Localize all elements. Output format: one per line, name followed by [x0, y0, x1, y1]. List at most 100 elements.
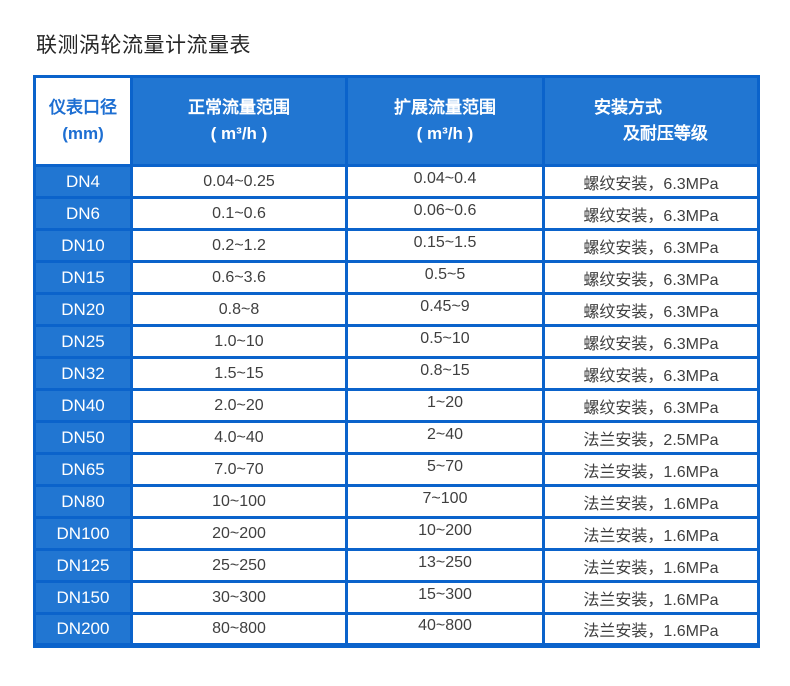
header-installation: 安装方式 及耐压等级: [542, 75, 760, 167]
normal-range-cell-text: 30~300: [212, 588, 266, 606]
installation-cell-text: 法兰安装，1.6MPa: [583, 559, 719, 577]
header-extended-range-line2: ( m³/h ): [416, 124, 474, 143]
extended-range-cell: 0.15~1.5: [345, 228, 545, 263]
normal-range-cell: 20~200: [130, 516, 348, 551]
diameter-cell: DN150: [33, 580, 133, 615]
table-row: DN32 1.5~15 0.8~15 螺纹安装，6.3MPa: [33, 356, 760, 391]
table-row: DN6 0.1~0.6 0.06~0.6 螺纹安装，6.3MPa: [33, 196, 760, 231]
diameter-cell: DN100: [33, 516, 133, 551]
diameter-cell: DN25: [33, 324, 133, 359]
installation-cell-text: 法兰安装，2.5MPa: [583, 431, 719, 449]
installation-cell: 法兰安装，1.6MPa: [542, 484, 760, 519]
installation-cell-text: 法兰安装，1.6MPa: [583, 591, 719, 609]
extended-range-cell-text: 7~100: [422, 489, 468, 507]
diameter-cell-text: DN10: [61, 235, 105, 255]
normal-range-cell-text: 20~200: [212, 524, 266, 542]
header-extended-range: 扩展流量范围 ( m³/h ): [345, 75, 545, 167]
extended-range-cell: 2~40: [345, 420, 545, 455]
installation-cell: 法兰安装，1.6MPa: [542, 580, 760, 615]
normal-range-cell: 1.5~15: [130, 356, 348, 391]
normal-range-cell-text: 7.0~70: [214, 460, 264, 478]
extended-range-cell-text: 1~20: [426, 393, 464, 411]
extended-range-cell-text: 40~800: [418, 617, 472, 634]
normal-range-cell: 10~100: [130, 484, 348, 519]
installation-cell: 螺纹安装，6.3MPa: [542, 292, 760, 327]
header-diameter-line1: 仪表口径: [49, 97, 117, 117]
installation-cell: 法兰安装，1.6MPa: [542, 516, 760, 551]
extended-range-cell: 0.5~10: [345, 324, 545, 359]
extended-range-cell-text: 0.15~1.5: [413, 233, 477, 251]
flow-rate-table: 仪表口径 (mm) 正常流量范围 ( m³/h ) 扩展流量范围 ( m³/h …: [33, 75, 760, 648]
normal-range-cell-text: 10~100: [212, 492, 266, 510]
table-row: DN125 25~250 13~250 法兰安装，1.6MPa: [33, 548, 760, 583]
diameter-cell: DN50: [33, 420, 133, 455]
table-header: 仪表口径 (mm) 正常流量范围 ( m³/h ) 扩展流量范围 ( m³/h …: [33, 75, 760, 167]
diameter-cell: DN32: [33, 356, 133, 391]
extended-range-cell-text: 2~40: [426, 425, 464, 443]
normal-range-cell: 2.0~20: [130, 388, 348, 423]
diameter-cell-text: DN4: [65, 171, 100, 191]
installation-cell-text: 法兰安装，1.6MPa: [583, 623, 719, 640]
header-installation-line2: 及耐压等级: [622, 124, 708, 143]
installation-cell-text: 螺纹安装，6.3MPa: [583, 303, 719, 321]
diameter-cell-text: DN6: [65, 203, 100, 223]
extended-range-cell-text: 0.5~5: [424, 265, 466, 283]
table-body: DN4 0.04~0.25 0.04~0.4 螺纹安装，6.3MPa DN6 0.1~0.…: [33, 164, 760, 647]
page-title: 联测涡轮流量计流量表: [36, 34, 251, 58]
normal-range-cell-text: 0.1~0.6: [212, 204, 266, 222]
diameter-cell: DN80: [33, 484, 133, 519]
header-row: 仪表口径 (mm) 正常流量范围 ( m³/h ) 扩展流量范围 ( m³/h …: [33, 75, 760, 167]
installation-cell-text: 法兰安装，1.6MPa: [583, 527, 719, 545]
installation-cell-text: 螺纹安装，6.3MPa: [583, 271, 719, 289]
diameter-cell: DN125: [33, 548, 133, 583]
diameter-cell-text: DN25: [61, 331, 105, 351]
normal-range-cell: 25~250: [130, 548, 348, 583]
normal-range-cell: 30~300: [130, 580, 348, 615]
extended-range-cell: 7~100: [345, 484, 545, 519]
extended-range-cell: 0.8~15: [345, 356, 545, 391]
table-row: DN100 20~200 10~200 法兰安装，1.6MPa: [33, 516, 760, 551]
diameter-cell-text: DN65: [61, 459, 105, 479]
diameter-cell-text: DN125: [56, 555, 110, 575]
installation-cell-text: 螺纹安装，6.3MPa: [583, 239, 719, 257]
normal-range-cell: 0.04~0.25: [130, 164, 348, 199]
installation-cell: 螺纹安装，6.3MPa: [542, 260, 760, 295]
diameter-cell: DN200: [33, 612, 133, 647]
normal-range-cell-text: 1.0~10: [214, 332, 264, 350]
extended-range-cell: 13~250: [345, 548, 545, 583]
diameter-cell: DN65: [33, 452, 133, 487]
table-row: DN150 30~300 15~300 法兰安装，1.6MPa: [33, 580, 760, 615]
table-row: DN10 0.2~1.2 0.15~1.5 螺纹安装，6.3MPa: [33, 228, 760, 263]
normal-range-cell: 0.2~1.2: [130, 228, 348, 263]
extended-range-cell: 15~300: [345, 580, 545, 615]
installation-cell-text: 螺纹安装，6.3MPa: [583, 207, 719, 225]
table-row: DN20 0.8~8 0.45~9 螺纹安装，6.3MPa: [33, 292, 760, 327]
table-row: DN15 0.6~3.6 0.5~5 螺纹安装，6.3MPa: [33, 260, 760, 295]
extended-range-cell-text: 0.8~15: [420, 361, 470, 379]
normal-range-cell: 0.6~3.6: [130, 260, 348, 295]
normal-range-cell-text: 2.0~20: [214, 396, 264, 414]
diameter-cell-text: DN20: [61, 299, 105, 319]
diameter-cell: DN4: [33, 164, 133, 199]
extended-range-cell-text: 0.5~10: [420, 329, 470, 347]
table-row: DN4 0.04~0.25 0.04~0.4 螺纹安装，6.3MPa: [33, 164, 760, 199]
installation-cell: 法兰安装，1.6MPa: [542, 548, 760, 583]
extended-range-cell-text: 0.04~0.4: [413, 169, 477, 187]
installation-cell-text: 法兰安装，1.6MPa: [583, 495, 719, 513]
normal-range-cell: 4.0~40: [130, 420, 348, 455]
diameter-cell-text: DN50: [61, 427, 105, 447]
diameter-cell: DN40: [33, 388, 133, 423]
installation-cell: 螺纹安装，6.3MPa: [542, 324, 760, 359]
diameter-cell-text: DN40: [61, 395, 105, 415]
extended-range-cell-text: 0.45~9: [420, 297, 470, 315]
normal-range-cell-text: 25~250: [212, 556, 266, 574]
normal-range-cell-text: 0.6~3.6: [212, 268, 266, 286]
normal-range-cell-text: 80~800: [212, 620, 266, 637]
installation-cell: 法兰安装，1.6MPa: [542, 452, 760, 487]
installation-cell-text: 法兰安装，1.6MPa: [583, 463, 719, 481]
diameter-cell: DN20: [33, 292, 133, 327]
header-diameter-line2: (mm): [62, 124, 104, 143]
extended-range-cell: 0.06~0.6: [345, 196, 545, 231]
installation-cell: 法兰安装，1.6MPa: [542, 612, 760, 647]
table-row: DN80 10~100 7~100 法兰安装，1.6MPa: [33, 484, 760, 519]
